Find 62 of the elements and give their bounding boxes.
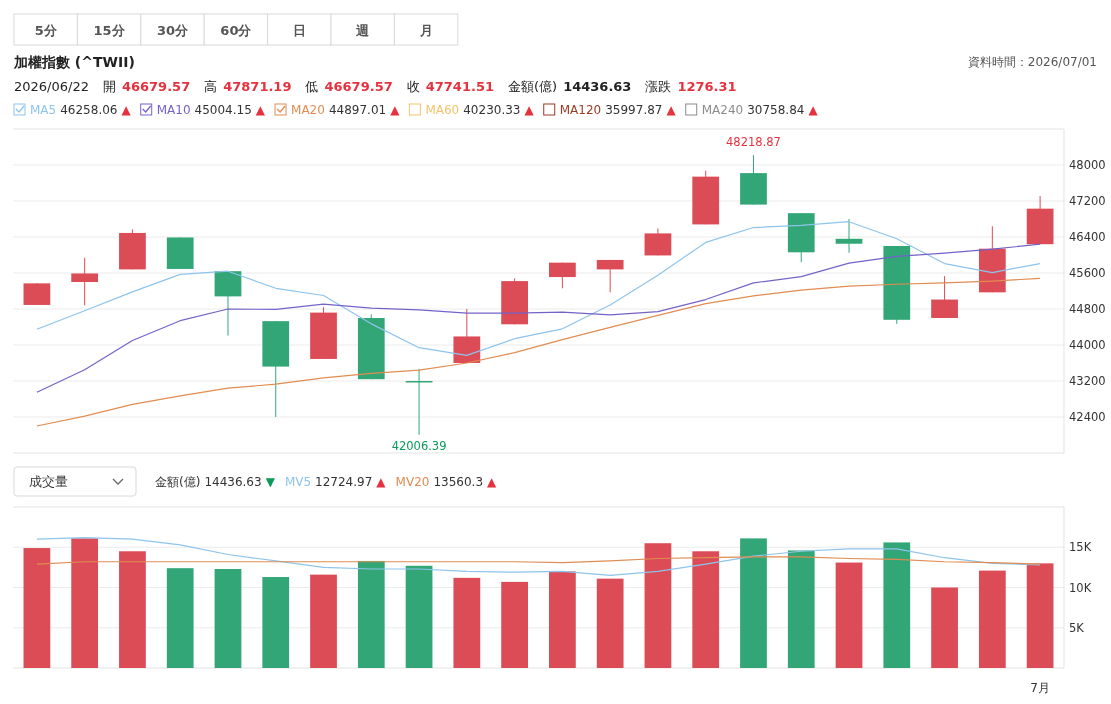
legend-label: MA5 46258.06 ▲ [30,103,132,117]
legend-label: MA60 40230.33 ▲ [425,103,535,117]
y-tick-label: 44000 [1069,338,1106,352]
y-tick-label: 5K [1069,620,1085,635]
legend-label: MA10 45004.15 ▲ [156,103,266,117]
bar [644,543,672,668]
y-tick-label: 10K [1069,580,1092,595]
bar [357,560,385,668]
y-tick-label: 47200 [1069,194,1106,208]
bar [501,581,528,668]
bar [835,562,863,668]
candlestick [405,368,433,436]
text: 月 [418,23,433,38]
bar [166,568,194,668]
y-tick-label: 46400 [1069,230,1106,244]
text: 30分 [156,23,190,38]
bar [71,538,99,668]
bar [740,538,767,668]
bar [931,587,958,668]
bar [214,568,242,668]
annotation: 48218.87 [726,135,781,150]
x-tick-label: 7月 [1030,681,1050,695]
text: 2026/06/22 開 46679.57 高 47871.19 低 46679.57 收 47741.51 金額(億) 14436.63 漲跌 1276.31 [14,79,737,94]
bar [1026,563,1054,668]
text: 資料時間：2026/07/01 [967,55,1097,69]
bar [453,577,481,668]
chart-title: 加權指數 (^TWII) [13,54,135,70]
text: 15分 [93,23,126,38]
bar [549,571,576,668]
bar [978,570,1006,668]
y-tick-label: 44800 [1069,302,1106,316]
text: 週 [355,23,371,38]
bar [405,565,433,668]
line-series [36,277,1041,427]
y-tick-label: 15K [1069,540,1092,555]
text: 金額(億) 14436.63 ▼ [155,475,276,489]
bar [883,542,911,668]
legend-label: MA20 44897.01 ▲ [291,103,401,117]
bar [310,574,337,668]
y-tick-label: 43200 [1069,374,1106,388]
bar [262,577,290,668]
bar [596,578,624,668]
bar [787,550,815,668]
bar [692,551,720,668]
annotation: 42006.39 [391,438,447,453]
y-tick-label: 45600 [1069,266,1106,280]
candlestick [835,218,863,254]
legend-label: MA240 30758.84 ▲ [701,103,819,117]
chart-title: 成交量 [29,474,68,489]
legend-label: MA120 35997.87 ▲ [559,103,677,117]
y-tick-label: 42400 [1069,410,1106,424]
text: 5分 [34,23,58,38]
text: MV20 13560.3 ▲ [395,475,498,489]
text: 60分 [220,23,253,38]
y-tick-label: 48000 [1069,158,1106,172]
bar [23,548,51,668]
line-series [36,536,1041,577]
line-series [36,221,1041,356]
line-series [36,556,1041,565]
text: MV5 12724.97 ▲ [284,475,387,489]
text: 日 [292,23,306,38]
bar [119,551,146,668]
